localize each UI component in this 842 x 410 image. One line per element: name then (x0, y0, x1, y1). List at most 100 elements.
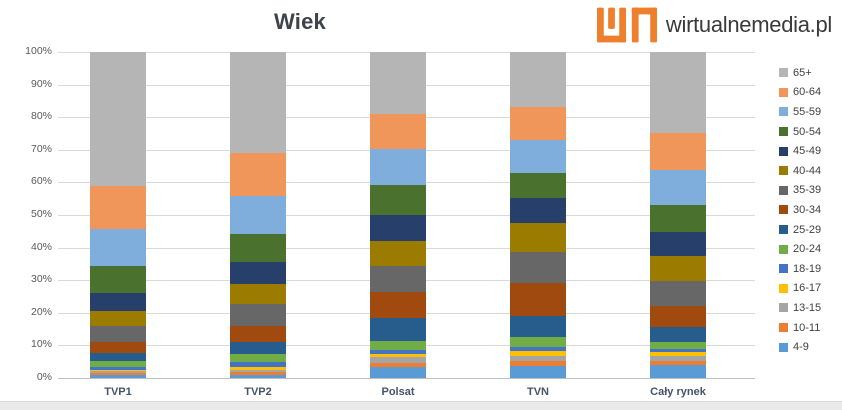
segment-TVP2-18-19 (230, 362, 286, 368)
x-axis-line (58, 378, 755, 379)
y-tick-label-60%: 60% (30, 175, 52, 188)
legend-swatch-20-24 (779, 244, 788, 254)
segment-Cały rynek-30-34 (650, 305, 706, 328)
segment-TVP1-16-17 (90, 369, 146, 372)
legend-swatch-25-29 (779, 225, 788, 235)
legend-item-55-59: 55-59 (779, 102, 821, 122)
legend-swatch-45-49 (779, 146, 788, 156)
segment-Cały rynek-35-39 (650, 280, 706, 306)
segment-Cały rynek-65+ (650, 52, 706, 133)
legend-swatch-4-9 (779, 342, 788, 352)
bar-Cały rynek (650, 52, 706, 378)
legend-label-25-29: 25-29 (793, 223, 822, 236)
legend-item-40-44: 40-44 (779, 161, 821, 181)
segment-TVN-45-49 (510, 198, 566, 224)
segment-Polsat-30-34 (370, 292, 426, 319)
segment-TVP1-50-54 (90, 265, 146, 293)
legend-label-40-44: 40-44 (793, 164, 822, 177)
segment-TVN-30-34 (510, 283, 566, 317)
legend-item-10-11: 10-11 (779, 318, 821, 338)
segment-TVP1-30-34 (90, 341, 146, 353)
bar-TVN (510, 52, 566, 378)
segment-TVP2-40-44 (230, 283, 286, 305)
legend-swatch-35-39 (779, 185, 788, 195)
y-tick-label-80%: 80% (30, 110, 52, 123)
segment-TVN-18-19 (510, 346, 566, 352)
legend-label-16-17: 16-17 (793, 282, 822, 295)
legend-item-20-24: 20-24 (779, 239, 821, 259)
legend-item-16-17: 16-17 (779, 279, 821, 299)
segment-TVP1-40-44 (90, 310, 146, 326)
segment-Cały rynek-10-11 (650, 361, 706, 365)
segment-TVN-35-39 (510, 252, 566, 284)
segment-Cały rynek-55-59 (650, 170, 706, 205)
segment-TVP1-35-39 (90, 325, 146, 342)
y-tick-label-90%: 90% (30, 77, 52, 90)
category-label-TVP2: TVP2 (244, 386, 272, 398)
segment-Polsat-18-19 (370, 350, 426, 354)
legend: 65+ 60-64 55-59 50-54 45-49 40-44 35-39 30-34 25… (779, 63, 821, 357)
segment-TVN-20-24 (510, 336, 566, 347)
wirtualnemedia-logo: wirtualnemedia.pl (596, 7, 832, 43)
segment-Polsat-35-39 (370, 265, 426, 293)
legend-swatch-10-11 (779, 323, 788, 333)
segment-Polsat-50-54 (370, 184, 426, 215)
segment-TVP1-18-19 (90, 366, 146, 370)
segment-TVP2-55-59 (230, 195, 286, 234)
segment-Polsat-4-9 (370, 366, 426, 378)
y-tick-label-100%: 100% (25, 45, 52, 57)
segment-TVP2-4-9 (230, 375, 286, 378)
segment-TVP1-13-15 (90, 371, 146, 373)
category-label-TVN: TVN (527, 386, 549, 398)
y-tick-label-40%: 40% (30, 240, 52, 253)
legend-label-10-11: 10-11 (793, 321, 821, 334)
segment-TVN-25-29 (510, 316, 566, 337)
y-tick-label-10%: 10% (30, 338, 52, 351)
y-tick-label-20%: 20% (30, 305, 52, 318)
legend-item-50-54: 50-54 (779, 122, 821, 142)
segment-TVP1-4-9 (90, 375, 146, 378)
segment-TVN-40-44 (510, 223, 566, 253)
segment-TVN-65+ (510, 52, 566, 107)
legend-item-30-34: 30-34 (779, 200, 821, 220)
segment-TVN-55-59 (510, 140, 566, 174)
segment-TVP1-65+ (90, 52, 146, 186)
legend-label-20-24: 20-24 (793, 243, 822, 256)
legend-swatch-65+ (779, 68, 788, 78)
legend-item-25-29: 25-29 (779, 220, 821, 240)
segment-Polsat-45-49 (370, 214, 426, 241)
segment-TVP1-10-11 (90, 372, 146, 376)
y-tick-label-0%: 0% (36, 371, 52, 383)
legend-item-60-64: 60-64 (779, 83, 821, 103)
segment-TVP1-45-49 (90, 292, 146, 311)
segment-TVP2-30-34 (230, 325, 286, 343)
y-tick-label-30%: 30% (30, 273, 52, 286)
segment-TVP2-16-17 (230, 367, 286, 370)
y-tick-label-70%: 70% (30, 142, 52, 155)
bar-TVP2 (230, 52, 286, 378)
segment-TVP2-60-64 (230, 152, 286, 196)
legend-label-13-15: 13-15 (793, 301, 822, 314)
plot-area (58, 52, 755, 379)
legend-label-4-9: 4-9 (793, 341, 809, 354)
segment-Polsat-10-11 (370, 363, 426, 367)
segment-Cały rynek-60-64 (650, 132, 706, 171)
legend-swatch-30-34 (779, 205, 788, 215)
legend-label-50-54: 50-54 (793, 125, 822, 138)
segment-Polsat-55-59 (370, 148, 426, 185)
legend-item-45-49: 45-49 (779, 141, 821, 161)
segment-TVP2-20-24 (230, 353, 286, 363)
logo-text: wirtualnemedia.pl (666, 12, 832, 38)
segment-TVP2-45-49 (230, 262, 286, 284)
bar-Polsat (370, 52, 426, 378)
segment-Polsat-40-44 (370, 240, 426, 266)
legend-label-55-59: 55-59 (793, 105, 822, 118)
segment-Cały rynek-4-9 (650, 364, 706, 378)
logo-tld: .pl (809, 12, 833, 37)
legend-item-18-19: 18-19 (779, 259, 821, 279)
segment-Polsat-65+ (370, 52, 426, 115)
chart-title: Wiek (274, 9, 326, 34)
legend-swatch-60-64 (779, 87, 788, 97)
segment-Polsat-16-17 (370, 353, 426, 358)
